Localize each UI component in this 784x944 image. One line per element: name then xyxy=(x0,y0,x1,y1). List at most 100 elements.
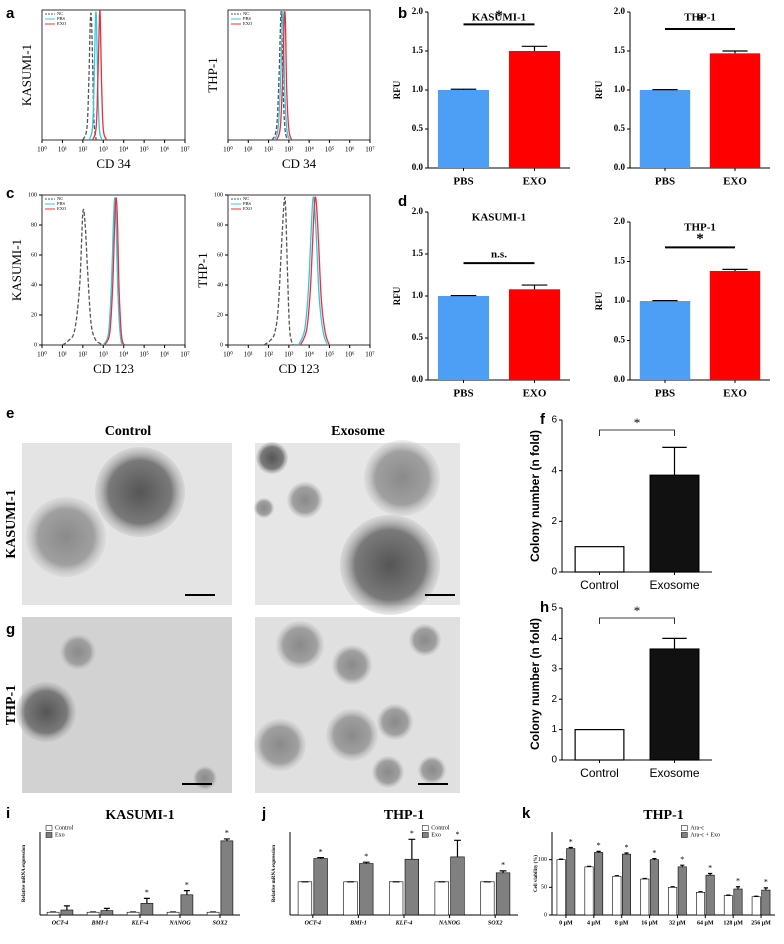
y-tick-label: 0 xyxy=(544,912,547,918)
plot-frame xyxy=(227,9,371,141)
y-tick-label: 5 xyxy=(551,603,557,614)
error-bar xyxy=(223,838,230,841)
x-tick-label: OCT-4 xyxy=(52,920,68,926)
bar xyxy=(359,863,374,916)
x-tick-label: 10² xyxy=(264,351,273,359)
column-label: Exosome xyxy=(331,424,385,439)
colony xyxy=(276,621,324,669)
x-tick-label: EXO xyxy=(723,388,747,400)
y-tick-label: 1.0 xyxy=(412,290,424,300)
bar xyxy=(622,853,631,916)
x-tick-label: 16 μM xyxy=(641,920,658,926)
curve xyxy=(82,12,97,141)
y-tick-label: 1.5 xyxy=(614,256,626,266)
colony xyxy=(193,766,217,790)
x-tick-label: NANOG xyxy=(438,920,461,926)
row-label: KASUMI-1 xyxy=(4,489,19,558)
y-tick-label: 0.5 xyxy=(412,332,424,342)
colony xyxy=(340,515,440,615)
bar xyxy=(343,881,358,916)
colony xyxy=(16,682,76,742)
x-tick-label: 10⁶ xyxy=(345,351,355,359)
significance-label: * xyxy=(696,231,704,247)
bar xyxy=(761,889,771,916)
significance-label: * xyxy=(634,603,641,618)
y-tick-label: 60 xyxy=(31,252,37,258)
error-bar xyxy=(722,50,748,54)
x-tick-label: 0 μM xyxy=(559,920,573,926)
x-tick-label: 10⁴ xyxy=(119,351,129,359)
x-tick-label: PBS xyxy=(453,388,473,400)
error-bar xyxy=(642,877,647,880)
panel-label: h xyxy=(540,599,549,616)
row-label: THP-1 xyxy=(4,685,19,725)
significance-marker: * xyxy=(410,829,414,838)
bar xyxy=(46,911,60,916)
legend-label: Exo xyxy=(55,832,65,838)
legend-label: EXO xyxy=(243,206,253,211)
bar xyxy=(639,90,691,168)
panel-label: a xyxy=(6,5,15,22)
colony xyxy=(372,756,404,788)
bar xyxy=(649,859,659,916)
legend-label: NC xyxy=(57,196,63,201)
error-bar xyxy=(708,872,713,876)
y-tick-label: 80 xyxy=(31,222,37,228)
y-tick-label: 100 xyxy=(28,192,37,198)
error-bar xyxy=(568,846,573,849)
bar xyxy=(313,858,328,916)
error-bar xyxy=(454,839,461,857)
x-tick-label: 10⁷ xyxy=(365,351,375,359)
x-tick-label: 10³ xyxy=(99,351,108,359)
x-tick-label: 10⁷ xyxy=(365,146,375,154)
significance-marker: * xyxy=(319,847,323,856)
y-tick-label: 0.0 xyxy=(412,374,424,384)
y-tick-label: 4 xyxy=(551,465,557,476)
legend-label: Control xyxy=(431,825,450,831)
significance-marker: * xyxy=(597,841,601,850)
chart-title: KASUMI-1 xyxy=(472,212,526,224)
bar xyxy=(723,895,733,916)
chart-title: THP-1 xyxy=(384,808,424,823)
colony xyxy=(256,442,288,474)
significance-label: * xyxy=(495,8,503,24)
x-tick-label: 10⁴ xyxy=(304,146,314,154)
bar xyxy=(640,878,650,916)
x-tick-label: 32 μM xyxy=(669,920,686,926)
legend-swatch xyxy=(45,825,53,831)
error-bar xyxy=(754,895,759,897)
significance-bracket xyxy=(599,617,675,624)
y-axis-label: RFU xyxy=(594,80,604,99)
error-bar xyxy=(586,865,592,867)
bar xyxy=(733,888,743,916)
bar xyxy=(566,848,576,916)
x-tick-label: 4 μM xyxy=(587,920,601,926)
x-tick-label: 8 μM xyxy=(615,920,629,926)
bar xyxy=(86,911,100,916)
bar xyxy=(508,289,561,380)
bar xyxy=(594,852,604,916)
significance-marker: * xyxy=(364,852,368,861)
error-bar xyxy=(722,268,748,271)
x-tick-label: EXO xyxy=(523,176,547,188)
bar xyxy=(434,881,449,916)
x-tick-label: EXO xyxy=(723,176,747,188)
error-bar xyxy=(698,891,703,893)
chart-title: THP-1 xyxy=(643,808,683,823)
x-tick-label: OCT-4 xyxy=(305,920,321,926)
chart-title: KASUMI-1 xyxy=(105,808,174,823)
panel-label: k xyxy=(522,805,531,822)
y-tick-label: 1.5 xyxy=(614,45,626,55)
error-bar xyxy=(614,875,619,877)
bar xyxy=(696,892,705,916)
bar xyxy=(297,881,313,916)
y-tick-label: 4 xyxy=(551,633,557,644)
x-tick-label: BMI-1 xyxy=(91,920,109,926)
curve xyxy=(297,196,329,346)
y-axis-label: THP-1 xyxy=(195,252,210,287)
bar xyxy=(709,270,761,380)
plot-frame xyxy=(41,194,186,346)
colony xyxy=(364,440,440,516)
legend-label: EXO xyxy=(243,21,253,26)
